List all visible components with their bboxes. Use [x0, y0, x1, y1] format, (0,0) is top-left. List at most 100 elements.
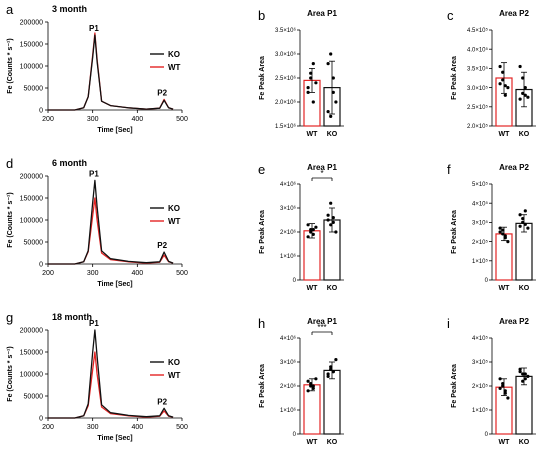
x-tick-label: KO: [327, 439, 338, 446]
x-tick-label: KO: [519, 439, 530, 446]
peak-label-p1: P1: [89, 169, 99, 178]
y-tick-label: 3.5×10⁶: [275, 27, 297, 34]
data-point-ko: [523, 372, 527, 376]
panel-title: Area P2: [499, 9, 529, 18]
data-point-wt: [498, 230, 502, 234]
data-point-ko: [329, 201, 333, 205]
y-tick-label: 4×10⁵: [472, 335, 489, 342]
y-axis-label: Fe (Counts * s⁻¹): [7, 192, 14, 247]
data-point-wt: [311, 62, 315, 66]
y-tick-label: 100000: [20, 372, 43, 379]
data-point-ko: [329, 52, 333, 56]
data-point-wt: [311, 232, 315, 236]
panel-letter: i: [447, 316, 450, 331]
y-tick-label: 0: [39, 108, 43, 115]
panel-letter: c: [447, 8, 454, 23]
y-axis-label: Fe Peak Area: [451, 210, 458, 254]
y-tick-label: 3×10⁶: [280, 359, 297, 366]
data-point-wt: [501, 228, 505, 232]
panel-letter: b: [258, 8, 265, 23]
x-tick-label: KO: [327, 285, 338, 292]
data-point-ko: [334, 100, 338, 104]
x-tick-label: KO: [519, 285, 530, 292]
data-point-ko: [329, 365, 333, 369]
x-tick-label: 500: [176, 424, 188, 431]
data-point-wt: [503, 93, 507, 97]
y-tick-label: 0: [293, 278, 297, 284]
x-tick-label: WT: [307, 439, 319, 446]
y-tick-label: 200000: [20, 328, 43, 335]
series-line-wt: [48, 32, 174, 111]
panel-letter: g: [6, 310, 13, 325]
data-point-ko: [334, 358, 338, 362]
x-axis-label: Time [Sec]: [97, 127, 132, 134]
data-point-ko: [326, 372, 330, 376]
peak-label-p1: P1: [89, 24, 99, 33]
data-point-ko: [334, 230, 338, 234]
data-point-wt: [314, 225, 318, 229]
x-tick-label: 200: [42, 116, 54, 123]
data-point-wt: [503, 389, 507, 393]
data-point-ko: [331, 216, 335, 220]
panel-letter: f: [447, 162, 451, 177]
panel-title: Area P1: [307, 9, 337, 18]
data-point-ko: [326, 110, 330, 114]
y-tick-label: 100000: [20, 218, 43, 225]
significance-marker: *: [320, 169, 323, 178]
x-axis-label: Time [Sec]: [97, 435, 132, 442]
y-tick-label: 0: [39, 416, 43, 423]
data-point-wt: [501, 232, 505, 236]
y-tick-label: 5×10⁵: [472, 181, 489, 188]
bar-panel-e: e Area P1 0 1×10⁶ 2×10⁶ 3×10⁶ 4×10⁶ Fe Peak Are…: [258, 162, 344, 292]
y-tick-label: 3×10⁶: [280, 205, 297, 212]
data-point-ko: [329, 223, 333, 227]
x-tick-label: WT: [499, 285, 511, 292]
y-tick-label: 3×10⁵: [472, 359, 489, 366]
chromatogram-panel-a: a 3 month 0 50000 100000 150000 200000 200 300 40…: [6, 2, 188, 134]
data-point-ko: [521, 220, 525, 224]
panel-letter: h: [258, 316, 265, 331]
y-tick-label: 3.0×10⁵: [467, 85, 489, 92]
data-point-wt: [311, 384, 315, 388]
y-axis-label: Fe Peak Area: [259, 56, 266, 100]
data-point-ko: [523, 86, 527, 90]
data-point-ko: [518, 97, 522, 101]
y-axis-label: Fe Peak Area: [451, 56, 458, 100]
x-tick-label: KO: [327, 131, 338, 138]
peak-label-p2: P2: [157, 241, 167, 250]
x-tick-label: 200: [42, 270, 54, 277]
data-point-ko: [518, 224, 522, 228]
y-tick-label: 0: [39, 262, 43, 269]
data-point-wt: [503, 84, 507, 88]
y-tick-label: 150000: [20, 42, 43, 49]
y-tick-label: 4×10⁶: [280, 335, 297, 342]
panel-letter: a: [6, 2, 14, 17]
data-point-ko: [329, 114, 333, 118]
y-tick-label: 50000: [24, 86, 44, 93]
y-tick-label: 150000: [20, 350, 43, 357]
significance-marker: ***: [317, 323, 326, 332]
y-tick-label: 2.5×10⁶: [275, 75, 297, 82]
panel-title: 3 month: [52, 4, 87, 14]
panel-title: Area P1: [307, 163, 337, 172]
y-tick-label: 3×10⁵: [472, 220, 489, 227]
data-point-wt: [506, 86, 510, 90]
legend-label-ko: KO: [168, 204, 180, 213]
data-point-ko: [331, 76, 335, 80]
data-point-wt: [498, 64, 502, 69]
y-tick-label: 200000: [20, 20, 43, 27]
data-point-wt: [311, 228, 315, 232]
bar-panel-i: i Area P2 0 1×10⁵ 2×10⁵ 3×10⁵ 4×10⁵ Fe Peak Are…: [447, 316, 536, 446]
x-tick-label: 500: [176, 116, 188, 123]
data-point-wt: [501, 382, 505, 386]
data-point-ko: [518, 370, 522, 374]
y-tick-label: 4×10⁶: [280, 181, 297, 188]
data-point-ko: [331, 370, 335, 374]
legend-label-wt: WT: [168, 63, 181, 72]
data-point-wt: [306, 223, 310, 227]
x-tick-label: 200: [42, 424, 54, 431]
data-point-ko: [326, 62, 330, 66]
data-point-ko: [326, 213, 330, 217]
y-axis-label: Fe Peak Area: [259, 364, 266, 408]
data-point-ko: [523, 377, 527, 381]
